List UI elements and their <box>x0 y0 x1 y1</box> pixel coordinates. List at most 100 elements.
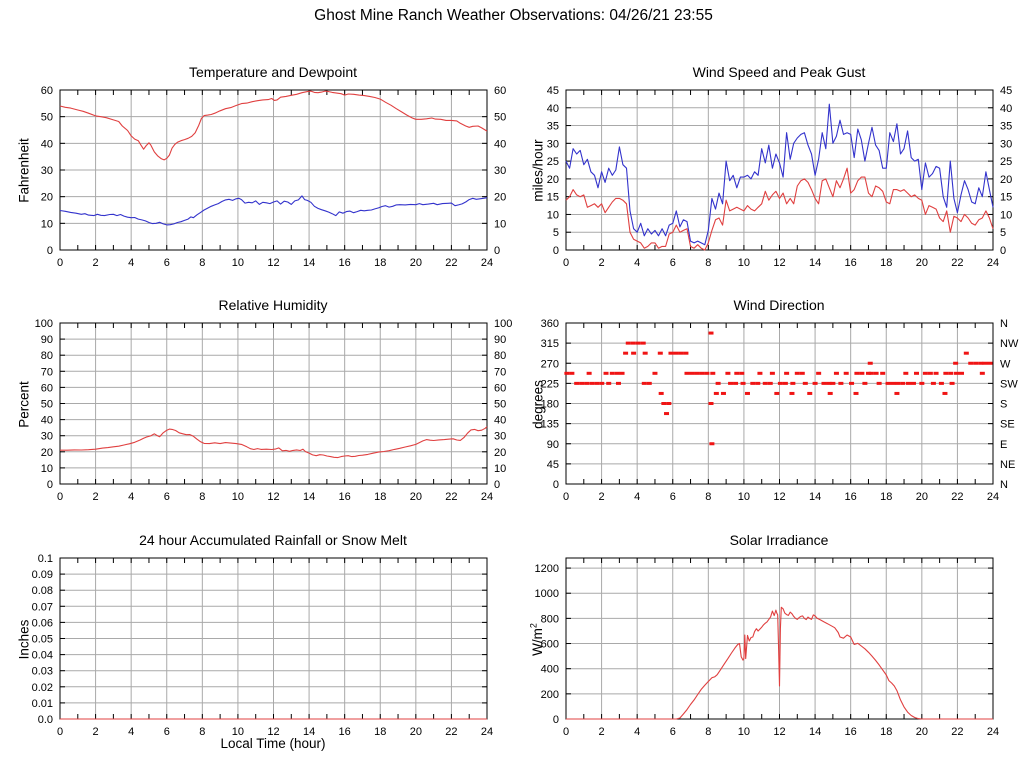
svg-text:135: 135 <box>541 419 559 431</box>
svg-text:0.04: 0.04 <box>32 650 53 662</box>
svg-text:20: 20 <box>916 257 928 269</box>
svg-text:0: 0 <box>57 726 63 738</box>
svg-text:20: 20 <box>494 192 506 204</box>
svg-text:50: 50 <box>494 112 506 124</box>
svg-text:18: 18 <box>374 726 386 738</box>
svg-text:200: 200 <box>541 689 559 701</box>
svg-text:5: 5 <box>553 227 559 239</box>
svg-text:12: 12 <box>773 257 785 269</box>
svg-text:22: 22 <box>445 491 457 503</box>
svg-text:22: 22 <box>951 491 963 503</box>
svg-text:2: 2 <box>599 491 605 503</box>
chart-title-solar-irradiance: Solar Irradiance <box>729 532 829 548</box>
svg-text:10: 10 <box>738 491 750 503</box>
svg-text:2: 2 <box>93 491 99 503</box>
svg-text:2: 2 <box>93 726 99 738</box>
svg-text:18: 18 <box>880 726 892 738</box>
chart-title-relative-humidity: Relative Humidity <box>218 297 328 313</box>
svg-text:10: 10 <box>738 726 750 738</box>
svg-text:0: 0 <box>563 257 569 269</box>
svg-text:45: 45 <box>547 459 559 471</box>
svg-text:2: 2 <box>93 257 99 269</box>
svg-text:18: 18 <box>880 257 892 269</box>
svg-text:0: 0 <box>563 726 569 738</box>
svg-text:10: 10 <box>232 491 244 503</box>
svg-text:60: 60 <box>41 382 53 394</box>
svg-text:20: 20 <box>916 491 928 503</box>
svg-text:0: 0 <box>553 714 559 726</box>
svg-text:18: 18 <box>374 257 386 269</box>
svg-text:6: 6 <box>670 491 676 503</box>
svg-text:14: 14 <box>809 491 821 503</box>
svg-text:50: 50 <box>494 399 506 411</box>
svg-text:40: 40 <box>1000 103 1012 115</box>
y-axis-label-inches: Inches <box>16 619 32 660</box>
svg-text:12: 12 <box>267 726 279 738</box>
svg-text:0.06: 0.06 <box>32 617 53 629</box>
svg-text:40: 40 <box>41 138 53 150</box>
svg-text:0.08: 0.08 <box>32 585 53 597</box>
svg-text:40: 40 <box>494 415 506 427</box>
svg-text:8: 8 <box>705 257 711 269</box>
svg-text:12: 12 <box>267 491 279 503</box>
y-axis-label-degrees: degrees <box>530 380 546 429</box>
svg-text:600: 600 <box>541 639 559 651</box>
svg-text:8: 8 <box>705 491 711 503</box>
svg-text:10: 10 <box>41 218 53 230</box>
svg-text:35: 35 <box>547 121 559 133</box>
svg-text:4: 4 <box>128 491 134 503</box>
svg-text:24: 24 <box>481 491 493 503</box>
svg-text:20: 20 <box>1000 174 1012 186</box>
svg-text:0: 0 <box>57 491 63 503</box>
svg-text:4: 4 <box>634 726 640 738</box>
svg-text:16: 16 <box>845 257 857 269</box>
svg-text:20: 20 <box>41 192 53 204</box>
svg-text:1200: 1200 <box>535 563 559 575</box>
svg-text:4: 4 <box>634 257 640 269</box>
svg-text:12: 12 <box>267 257 279 269</box>
svg-text:14: 14 <box>809 726 821 738</box>
svg-text:40: 40 <box>547 103 559 115</box>
svg-text:400: 400 <box>541 664 559 676</box>
svg-text:24: 24 <box>481 257 493 269</box>
svg-text:20: 20 <box>410 726 422 738</box>
svg-text:0: 0 <box>553 245 559 257</box>
svg-text:80: 80 <box>494 350 506 362</box>
svg-text:24: 24 <box>987 726 999 738</box>
svg-text:4: 4 <box>128 726 134 738</box>
y-axis-label-watts-per-m2: W/m2 <box>528 623 546 656</box>
svg-text:0.1: 0.1 <box>38 553 53 565</box>
svg-text:80: 80 <box>41 350 53 362</box>
svg-text:20: 20 <box>41 447 53 459</box>
svg-text:8: 8 <box>199 257 205 269</box>
svg-text:0: 0 <box>47 479 53 491</box>
svg-text:16: 16 <box>845 491 857 503</box>
svg-text:1000: 1000 <box>535 588 559 600</box>
svg-text:0: 0 <box>47 245 53 257</box>
svg-text:16: 16 <box>339 491 351 503</box>
svg-text:10: 10 <box>232 726 244 738</box>
svg-text:SW: SW <box>1000 378 1018 390</box>
svg-text:8: 8 <box>705 726 711 738</box>
svg-text:6: 6 <box>670 726 676 738</box>
svg-text:0.09: 0.09 <box>32 569 53 581</box>
svg-text:0: 0 <box>57 257 63 269</box>
svg-text:0: 0 <box>563 491 569 503</box>
svg-text:E: E <box>1000 439 1007 451</box>
svg-text:60: 60 <box>494 382 506 394</box>
svg-text:2: 2 <box>599 726 605 738</box>
svg-text:16: 16 <box>339 257 351 269</box>
svg-text:8: 8 <box>199 726 205 738</box>
svg-text:0: 0 <box>494 479 500 491</box>
y-axis-label-miles-per-hour: miles/hour <box>530 139 546 202</box>
svg-text:SE: SE <box>1000 419 1015 431</box>
svg-text:20: 20 <box>547 174 559 186</box>
svg-text:S: S <box>1000 399 1007 411</box>
svg-text:24: 24 <box>987 257 999 269</box>
svg-text:22: 22 <box>445 257 457 269</box>
svg-text:0: 0 <box>494 245 500 257</box>
svg-text:100: 100 <box>35 318 53 330</box>
svg-text:30: 30 <box>547 138 559 150</box>
